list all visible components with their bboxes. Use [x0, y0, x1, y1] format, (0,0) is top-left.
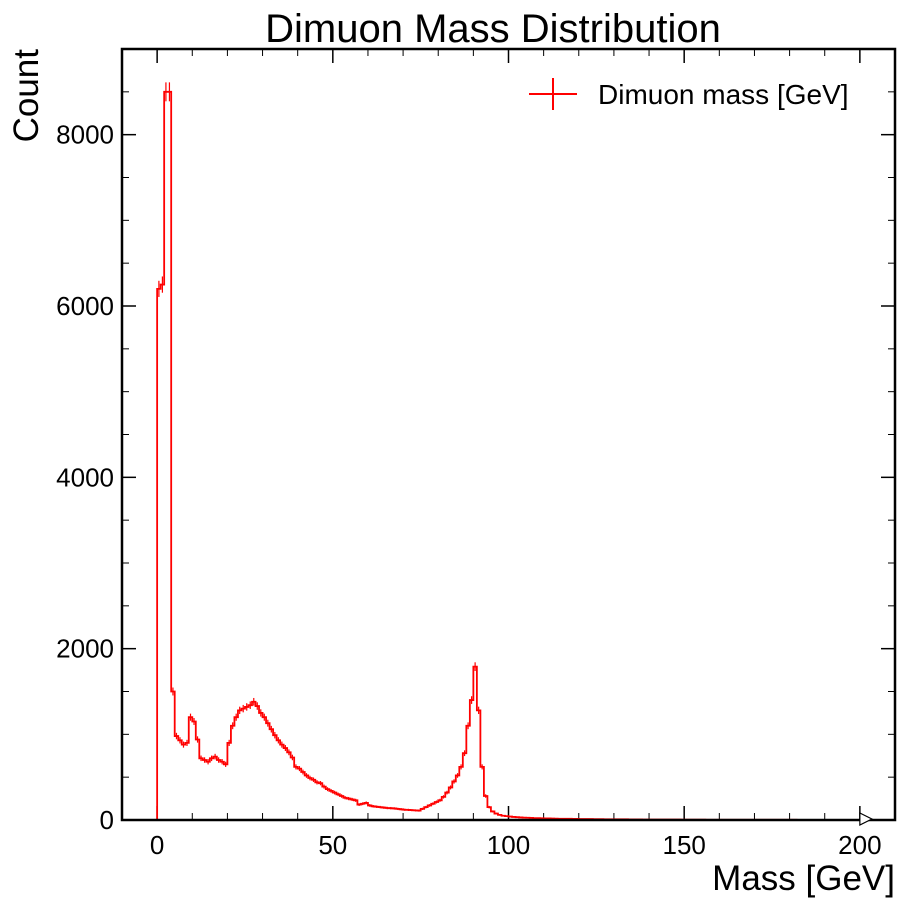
y-tick-label: 0 — [100, 805, 114, 835]
x-tick-label: 50 — [318, 830, 347, 860]
y-tick-label: 4000 — [56, 462, 114, 492]
x-tick-label: 0 — [150, 830, 164, 860]
x-tick-label: 200 — [838, 830, 881, 860]
x-tick-label: 100 — [487, 830, 530, 860]
y-tick-label: 6000 — [56, 291, 114, 321]
legend: Dimuon mass [GeV] — [529, 78, 849, 110]
y-tick-label: 8000 — [56, 120, 114, 150]
chart-title: Dimuon Mass Distribution — [265, 7, 721, 51]
histogram-step-line — [156, 90, 860, 821]
plot-frame — [120, 47, 897, 822]
axis-ticks — [122, 49, 895, 821]
overflow-arrow-icon — [859, 812, 874, 826]
legend-entry-label: Dimuon mass [GeV] — [598, 79, 849, 110]
y-axis-label: Count — [7, 49, 46, 143]
y-tick-label: 2000 — [56, 634, 114, 664]
x-tick-label: 150 — [662, 830, 705, 860]
x-axis-label: Mass [GeV] — [712, 859, 895, 898]
histogram-series — [156, 82, 860, 821]
